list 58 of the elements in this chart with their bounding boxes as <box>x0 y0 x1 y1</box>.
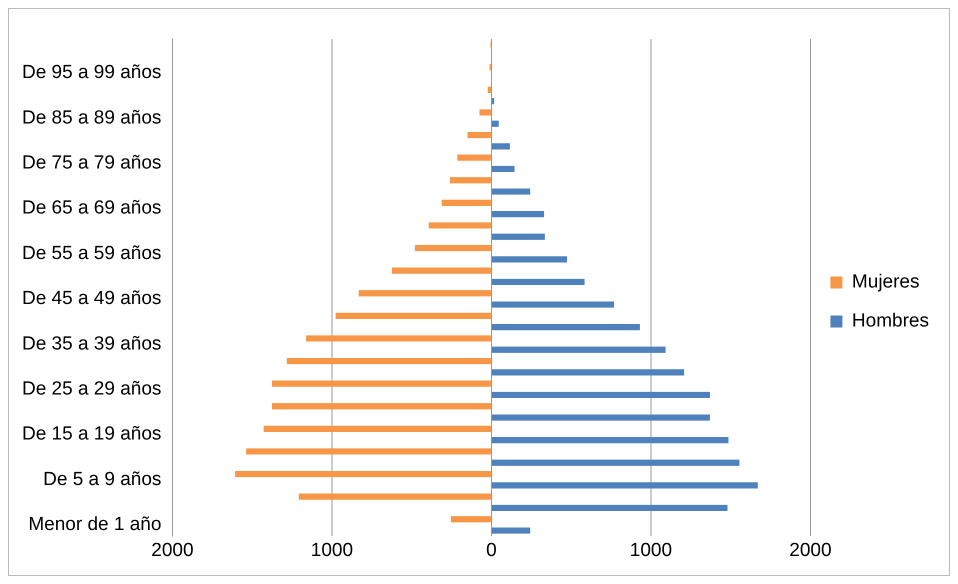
bar <box>246 448 491 455</box>
bar <box>298 494 491 500</box>
bar <box>286 358 491 364</box>
legend-label: Mujeres <box>852 272 920 293</box>
bar <box>457 154 491 161</box>
bar <box>492 234 545 240</box>
bar <box>492 301 614 308</box>
y-tick-label: De 55 a 59 años <box>22 242 162 264</box>
y-tick-label: De 85 a 89 años <box>22 107 162 128</box>
bar <box>442 200 491 206</box>
y-tick-label: De 35 a 39 años <box>22 333 162 354</box>
x-tick-label: 1000 <box>630 540 672 561</box>
bar <box>492 437 728 444</box>
bar <box>492 188 530 195</box>
y-tick-label: De 75 a 79 años <box>22 152 162 174</box>
bar <box>488 86 491 93</box>
bar <box>492 278 585 286</box>
bar <box>492 120 499 127</box>
bar <box>235 470 491 478</box>
bar <box>492 414 710 421</box>
bar <box>358 290 491 296</box>
bar <box>492 98 494 104</box>
bar <box>492 460 740 466</box>
bar <box>492 369 684 376</box>
bar <box>264 426 491 432</box>
bar <box>492 166 515 172</box>
bar <box>450 516 491 522</box>
bar <box>492 392 710 398</box>
bar <box>492 527 530 534</box>
y-tick-label: De 95 a 99 años <box>22 62 162 84</box>
bar <box>392 268 491 274</box>
y-tick-label: De 25 a 29 años <box>22 378 162 400</box>
y-tick-label: De 5 a 9 años <box>43 468 162 490</box>
bar <box>492 346 666 353</box>
bar <box>272 380 491 387</box>
bar <box>414 244 491 252</box>
y-tick-label: De 65 a 69 años <box>22 198 162 219</box>
legend-label: Hombres <box>852 310 929 332</box>
x-tick-label: 2000 <box>789 540 832 561</box>
bar <box>468 132 491 138</box>
y-tick-label: De 45 a 49 años <box>22 288 162 310</box>
x-tick-label: 0 <box>486 540 497 561</box>
y-tick-label: De 15 a 19 años <box>22 424 162 445</box>
bar <box>492 504 728 512</box>
y-tick-label: Menor de 1 año <box>28 514 162 536</box>
bar <box>479 109 491 116</box>
bar <box>492 211 544 218</box>
bar <box>428 222 491 229</box>
bar <box>272 403 491 410</box>
bar <box>492 324 640 330</box>
bar <box>492 256 568 262</box>
bar <box>336 312 491 319</box>
bar <box>450 177 491 184</box>
x-tick-label: 2000 <box>151 540 194 561</box>
bar <box>492 482 758 488</box>
x-tick-label: 1000 <box>310 540 354 561</box>
bar <box>492 143 510 150</box>
bar <box>306 335 491 342</box>
